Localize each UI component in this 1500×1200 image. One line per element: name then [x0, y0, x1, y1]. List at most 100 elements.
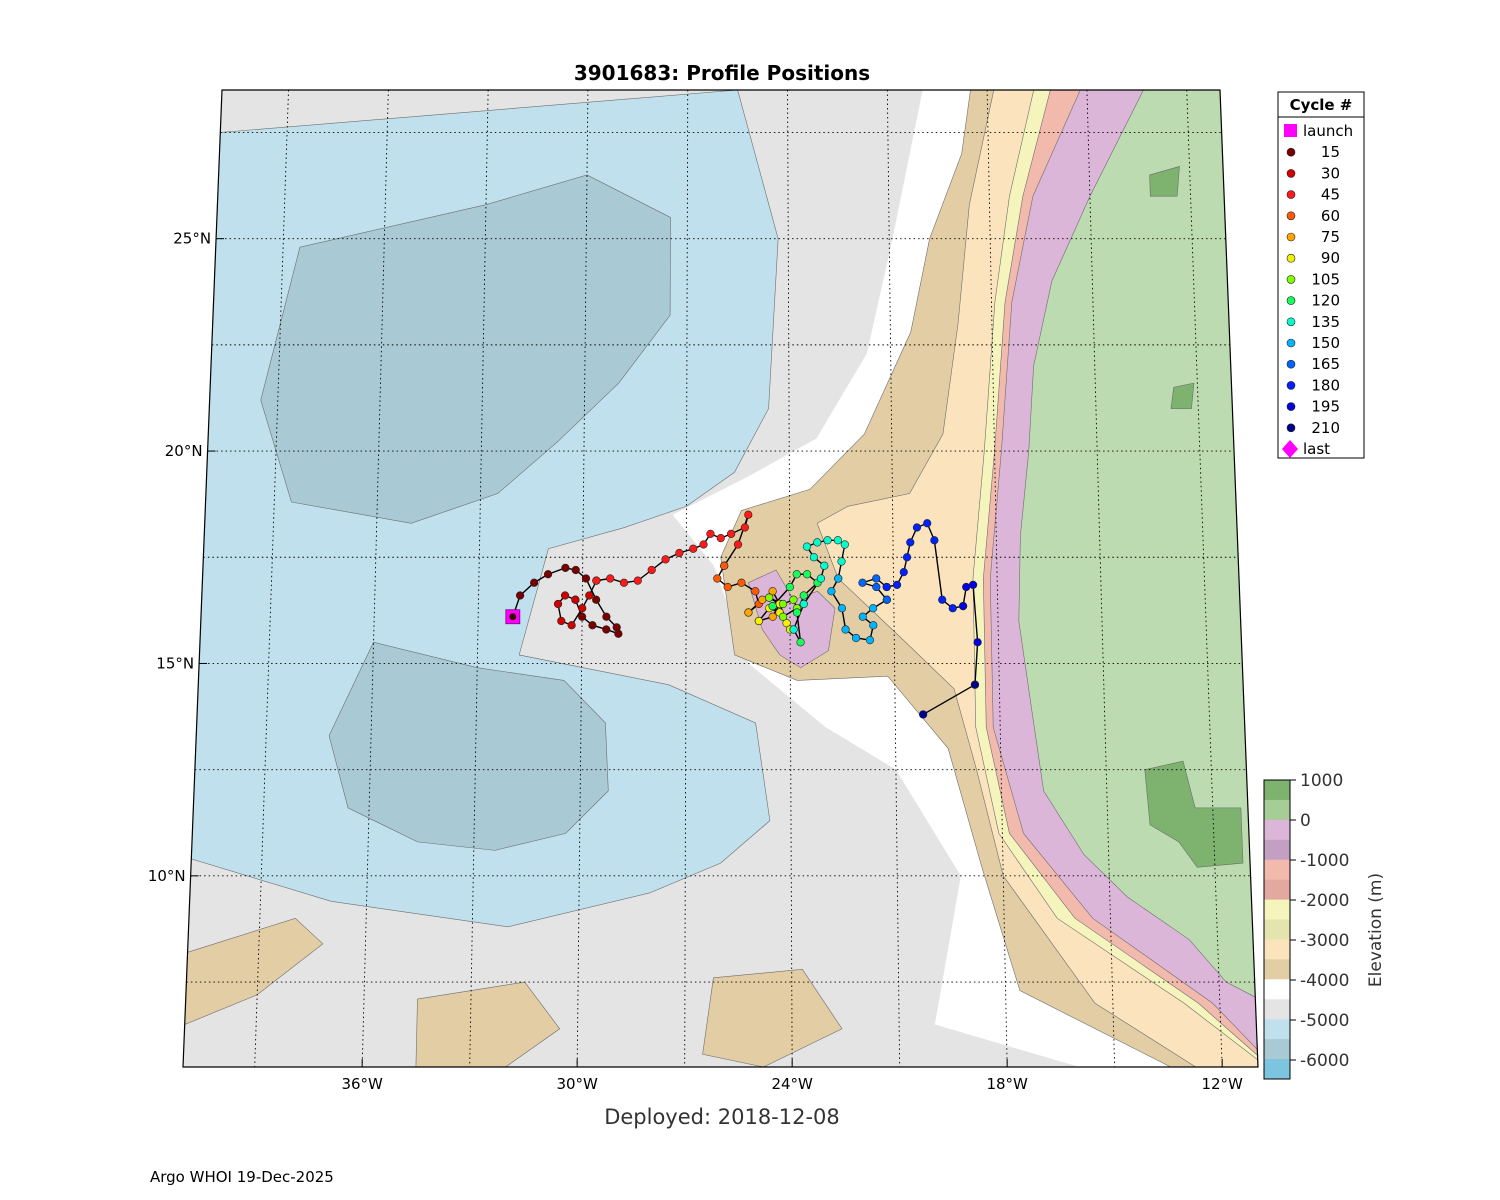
highland-2 [1170, 382, 1195, 409]
meridian-line [986, 90, 1008, 1067]
profile-marker [515, 591, 525, 600]
africa-land [1018, 90, 1258, 1017]
colorbar-band [1264, 1059, 1290, 1080]
colorbar-tick-label: -4000 [1300, 971, 1349, 991]
legend-marker-dot [1286, 296, 1296, 305]
colorbar-band [1264, 959, 1290, 980]
meridian-line [361, 90, 389, 1067]
bathymetry-terrain [183, 90, 1258, 1067]
profile-marker [560, 591, 570, 600]
profile-marker [912, 523, 922, 532]
profile-marker [851, 633, 861, 643]
legend-marker-dot [1286, 338, 1296, 348]
profile-marker [792, 570, 801, 579]
profile-marker [858, 612, 867, 621]
profile-marker [858, 578, 867, 587]
colorbar-tick-label: -5000 [1300, 1011, 1349, 1031]
profile-marker [973, 638, 982, 647]
legend-marker-dot [1286, 232, 1296, 242]
profile-marker [882, 582, 891, 592]
latitude-ticks: 10°N 15°N 20°N 25°N [148, 230, 225, 885]
profile-marker [906, 538, 915, 547]
profile-marker [768, 602, 777, 611]
track-segment-150 [830, 578, 888, 641]
meridian-line [886, 90, 901, 1067]
profile-marker [970, 680, 980, 689]
profile-marker [592, 595, 601, 604]
profile-marker [768, 587, 777, 596]
y-tick-label: 10°N [148, 867, 186, 885]
highland-3 [1144, 760, 1244, 868]
profile-marker [872, 582, 881, 592]
legend-marker-dot [1286, 253, 1296, 263]
profile-marker [606, 574, 615, 583]
legend-label: 120 [1311, 292, 1340, 310]
profile-marker [778, 599, 788, 609]
profile-marker [938, 595, 947, 604]
profile-marker [823, 536, 832, 545]
colorbar-band [1264, 899, 1290, 921]
profile-marker [768, 612, 777, 621]
legend-title: Cycle # [1290, 96, 1353, 114]
legend-marker-dot [1286, 381, 1296, 390]
legend-label: 150 [1311, 334, 1340, 352]
legend-label: 210 [1311, 419, 1340, 437]
deep-basin-south [328, 641, 609, 851]
profile-marker [571, 595, 580, 604]
profile-marker [923, 519, 932, 528]
profile-marker [782, 619, 791, 628]
legend-label: 60 [1321, 207, 1340, 225]
y-tick-label: 25°N [173, 230, 211, 248]
profile-marker [588, 621, 597, 630]
colorbar-tick-label: 1000 [1300, 771, 1343, 791]
profile-marker [792, 608, 802, 617]
deep-basin-north [260, 174, 671, 524]
profile-marker [699, 540, 708, 549]
colorbar-tick-label: 0 [1300, 811, 1311, 831]
float-track [505, 510, 982, 719]
legend-label: 30 [1321, 164, 1340, 182]
profile-marker [833, 536, 842, 545]
credit-text: Argo WHOI 19-Dec-2025 [150, 1168, 334, 1186]
legend-label: 195 [1311, 398, 1340, 416]
x-tick-label: 24°W [771, 1075, 813, 1093]
profile-marker [799, 599, 808, 609]
profile-marker [744, 608, 753, 617]
legend-label: 180 [1311, 376, 1340, 394]
meridian-line [787, 90, 793, 1067]
deployed-date: Deployed: 2018-12-08 [604, 1105, 840, 1129]
highland-1 [1149, 166, 1180, 197]
x-tick-label: 18°W [986, 1075, 1028, 1093]
profile-marker [716, 534, 725, 543]
profile-marker [799, 591, 808, 600]
profile-marker [602, 625, 611, 634]
legend-marker-dot [1286, 423, 1296, 433]
profile-marker [602, 612, 611, 621]
profile-marker [530, 578, 539, 587]
y-tick-label: 20°N [165, 442, 203, 460]
south-rise-mid [415, 981, 561, 1067]
meridian-line [684, 90, 689, 1067]
colorbar-band [1264, 839, 1290, 861]
chart-title: 3901683: Profile Positions [574, 61, 870, 85]
colorbar-band [1264, 799, 1290, 821]
profile-marker [840, 540, 849, 549]
profile-marker [578, 612, 587, 621]
profile-marker [751, 587, 760, 596]
profile-marker [802, 542, 812, 551]
profile-marker [543, 570, 553, 579]
profile-marker [723, 582, 732, 592]
profile-marker [892, 580, 902, 589]
profile-marker [834, 574, 843, 583]
south-rise-east [702, 968, 843, 1067]
profile-marker [902, 553, 912, 562]
profile-marker [706, 529, 715, 538]
profile-marker [962, 582, 971, 592]
colorbar-tick-label: -3000 [1300, 931, 1349, 951]
colorbar-frame [1263, 779, 1291, 1080]
legend-marker-dot [1286, 169, 1296, 178]
track-segment-45 [596, 514, 749, 584]
graticule-grid [186, 90, 1255, 1067]
colorbar-band [1264, 979, 1290, 1000]
